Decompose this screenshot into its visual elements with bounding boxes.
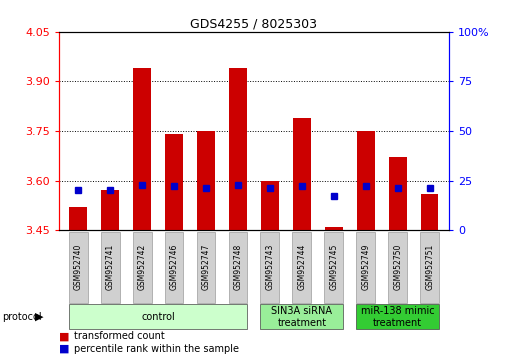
Text: control: control xyxy=(141,312,175,322)
Bar xyxy=(229,68,247,230)
Title: GDS4255 / 8025303: GDS4255 / 8025303 xyxy=(190,18,318,31)
Bar xyxy=(133,68,151,230)
Text: GSM952740: GSM952740 xyxy=(74,244,83,291)
Text: GSM952742: GSM952742 xyxy=(137,244,147,290)
Text: GSM952751: GSM952751 xyxy=(425,244,434,290)
Bar xyxy=(69,304,247,329)
Bar xyxy=(420,232,439,303)
Text: GSM952748: GSM952748 xyxy=(233,244,243,290)
Bar xyxy=(261,232,280,303)
Text: GSM952746: GSM952746 xyxy=(169,244,179,291)
Text: GSM952749: GSM952749 xyxy=(361,244,370,291)
Bar xyxy=(421,194,439,230)
Bar xyxy=(324,232,343,303)
Bar xyxy=(357,232,375,303)
Text: ■: ■ xyxy=(59,331,69,341)
Text: GSM952741: GSM952741 xyxy=(106,244,114,290)
Bar xyxy=(165,134,183,230)
Bar xyxy=(69,232,88,303)
Bar xyxy=(102,190,119,230)
Bar xyxy=(197,131,215,230)
Bar xyxy=(133,232,151,303)
Bar xyxy=(293,118,311,230)
Bar xyxy=(357,131,374,230)
Bar xyxy=(388,232,407,303)
Bar xyxy=(292,232,311,303)
Text: SIN3A siRNA
treatment: SIN3A siRNA treatment xyxy=(271,306,332,328)
Bar xyxy=(261,181,279,230)
Bar xyxy=(228,232,247,303)
Text: ■: ■ xyxy=(59,344,69,354)
Bar xyxy=(165,232,184,303)
Text: GSM952743: GSM952743 xyxy=(265,244,274,291)
Text: GSM952745: GSM952745 xyxy=(329,244,339,291)
Text: ▶: ▶ xyxy=(35,312,44,322)
Text: GSM952744: GSM952744 xyxy=(298,244,306,291)
Bar xyxy=(389,158,406,230)
Bar xyxy=(196,232,215,303)
Text: GSM952750: GSM952750 xyxy=(393,244,402,291)
Bar xyxy=(69,207,87,230)
Bar xyxy=(261,304,343,329)
Text: transformed count: transformed count xyxy=(74,331,165,341)
Bar xyxy=(325,227,343,230)
Text: GSM952747: GSM952747 xyxy=(202,244,210,291)
Text: miR-138 mimic
treatment: miR-138 mimic treatment xyxy=(361,306,435,328)
Bar xyxy=(101,232,120,303)
Bar xyxy=(357,304,439,329)
Text: protocol: protocol xyxy=(3,312,42,322)
Text: percentile rank within the sample: percentile rank within the sample xyxy=(74,344,240,354)
